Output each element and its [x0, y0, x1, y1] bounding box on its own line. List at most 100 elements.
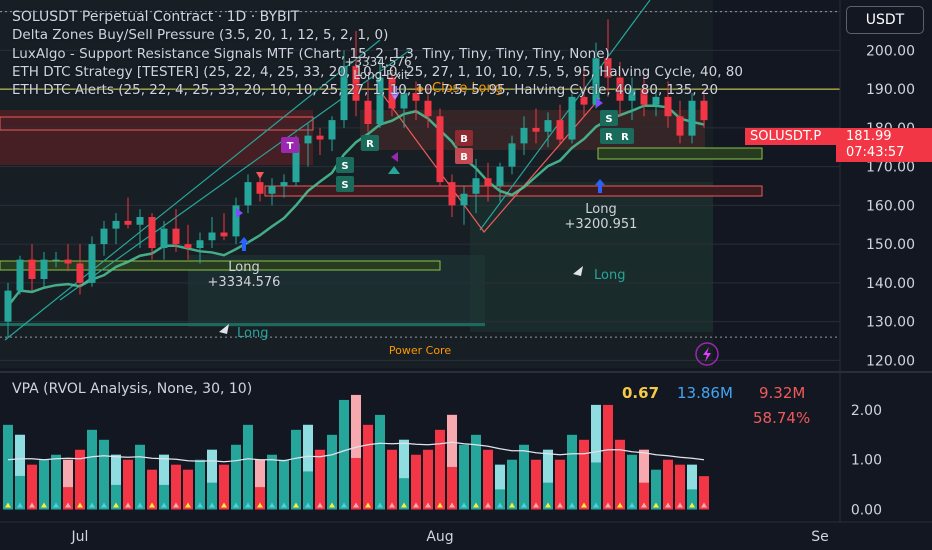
candle [256, 178, 264, 202]
volume-bar-body [243, 424, 253, 510]
volume-signal-marker [569, 502, 575, 508]
volume-bar-body [555, 459, 565, 510]
volume-signal-marker [497, 502, 503, 508]
volume-bar [519, 444, 529, 510]
candle [268, 178, 276, 206]
signal-r-marker-box [616, 128, 634, 144]
volume-bar [15, 434, 25, 510]
volume-bar-body [603, 404, 613, 510]
candle [424, 85, 432, 128]
resistance-zone-red [0, 110, 313, 165]
candle [604, 19, 612, 97]
indicator-eth-dtc-strategy[interactable]: ETH DTC Strategy [TESTER] (25, 22, 4, 25… [12, 63, 743, 80]
candle [172, 209, 180, 252]
candle [340, 50, 348, 128]
volume-bar [651, 469, 661, 510]
bar-countdown: 07:43:57 [846, 145, 905, 160]
signal-s-marker-box [336, 176, 354, 192]
buy-triangle-icon [388, 166, 400, 174]
candle-body [568, 96, 576, 140]
volume-bar [123, 459, 133, 510]
volume-bar [591, 404, 601, 510]
volume-signal-marker [197, 502, 203, 508]
candle-body [148, 217, 156, 248]
volume-bar [39, 459, 49, 510]
volume-bar-body [675, 464, 685, 510]
volume-signal-marker [233, 502, 239, 508]
candle-body [520, 127, 528, 144]
volume-signal-marker [257, 502, 263, 508]
candle [232, 197, 240, 245]
candle-body [292, 143, 300, 183]
signal-s-marker: S [600, 110, 618, 126]
candle-body [628, 89, 636, 101]
signal-b-marker-letter: B [460, 152, 468, 163]
volume-signal-marker [305, 502, 311, 508]
volume-signal-marker [293, 502, 299, 508]
candle-body [364, 100, 372, 124]
candle-body [136, 217, 144, 225]
candle-body [112, 220, 120, 229]
volume-bar [75, 449, 85, 510]
volume-signal-marker [461, 502, 467, 508]
green-zone-thin [0, 323, 485, 326]
candle-body [400, 93, 408, 109]
candle [616, 62, 624, 117]
volume-bar [51, 454, 61, 510]
candle-body [472, 178, 480, 194]
signal-s-marker-letter: S [341, 180, 348, 191]
volume-bar-body [147, 469, 157, 510]
signal-s-marker-letter: S [605, 114, 612, 125]
candle [676, 100, 684, 144]
candle [196, 232, 204, 264]
rvol-value: 0.67 [622, 384, 660, 402]
candle-body [208, 232, 216, 241]
currency-button[interactable]: USDT [846, 6, 924, 34]
volume-average-line [7, 441, 705, 463]
volume-bar [267, 454, 277, 510]
volume-signal-marker [377, 502, 383, 508]
volume-bar-top [495, 464, 505, 490]
candle [208, 217, 216, 248]
signal-b-marker-box [455, 148, 473, 164]
volume-bar-body [423, 449, 433, 510]
vpa-panel-title[interactable]: VPA (RVOL Analysis, None, 30, 10) [12, 381, 253, 397]
candle [664, 81, 672, 128]
volume-signal-marker [41, 502, 47, 508]
volume-bar [579, 439, 589, 510]
candle [136, 209, 144, 248]
candle-body [124, 220, 132, 225]
candle-body [412, 93, 420, 101]
volume-bar-body [435, 429, 445, 510]
volume-signal-marker [701, 502, 707, 508]
volume-bar-top [351, 394, 361, 458]
indicator-eth-dtc-alerts[interactable]: ETH DTC Alerts (25, 22, 4, 25, 33, 20, 1… [12, 82, 719, 99]
candle-body [256, 182, 264, 194]
indicator-luxalgo[interactable]: LuxAlgo - Support Resistance Signals MTF… [12, 45, 610, 62]
candle [280, 174, 288, 198]
volume-bar [159, 454, 169, 510]
candle-body [376, 77, 384, 124]
volume-bar [3, 424, 13, 510]
rocket-long-label: Long [237, 326, 268, 341]
indicator-delta-zones[interactable]: Delta Zones Buy/Sell Pressure (3.5, 20, … [12, 27, 389, 44]
volume-bar [339, 399, 349, 510]
power-core-label: Power Core [389, 344, 451, 357]
signal-s-marker: S [336, 157, 354, 173]
volume-bar [663, 459, 673, 510]
volume-bar-body [459, 444, 469, 510]
time-axis-tick: Aug [426, 529, 453, 545]
lightning-icon [703, 347, 711, 362]
price-axis-tick: 190.00 [866, 82, 915, 98]
candle [556, 104, 564, 144]
chart-title[interactable]: SOLUSDT Perpetual Contract · 1D · BYBIT [12, 9, 300, 25]
power-core-badge [695, 342, 719, 366]
candle-body [616, 77, 624, 101]
volume-bar-body [363, 424, 373, 510]
volume-bar [483, 449, 493, 510]
candle-body [688, 100, 696, 136]
volume-bar-top [591, 404, 601, 463]
candle [436, 108, 444, 186]
green-zone-box [597, 147, 763, 160]
